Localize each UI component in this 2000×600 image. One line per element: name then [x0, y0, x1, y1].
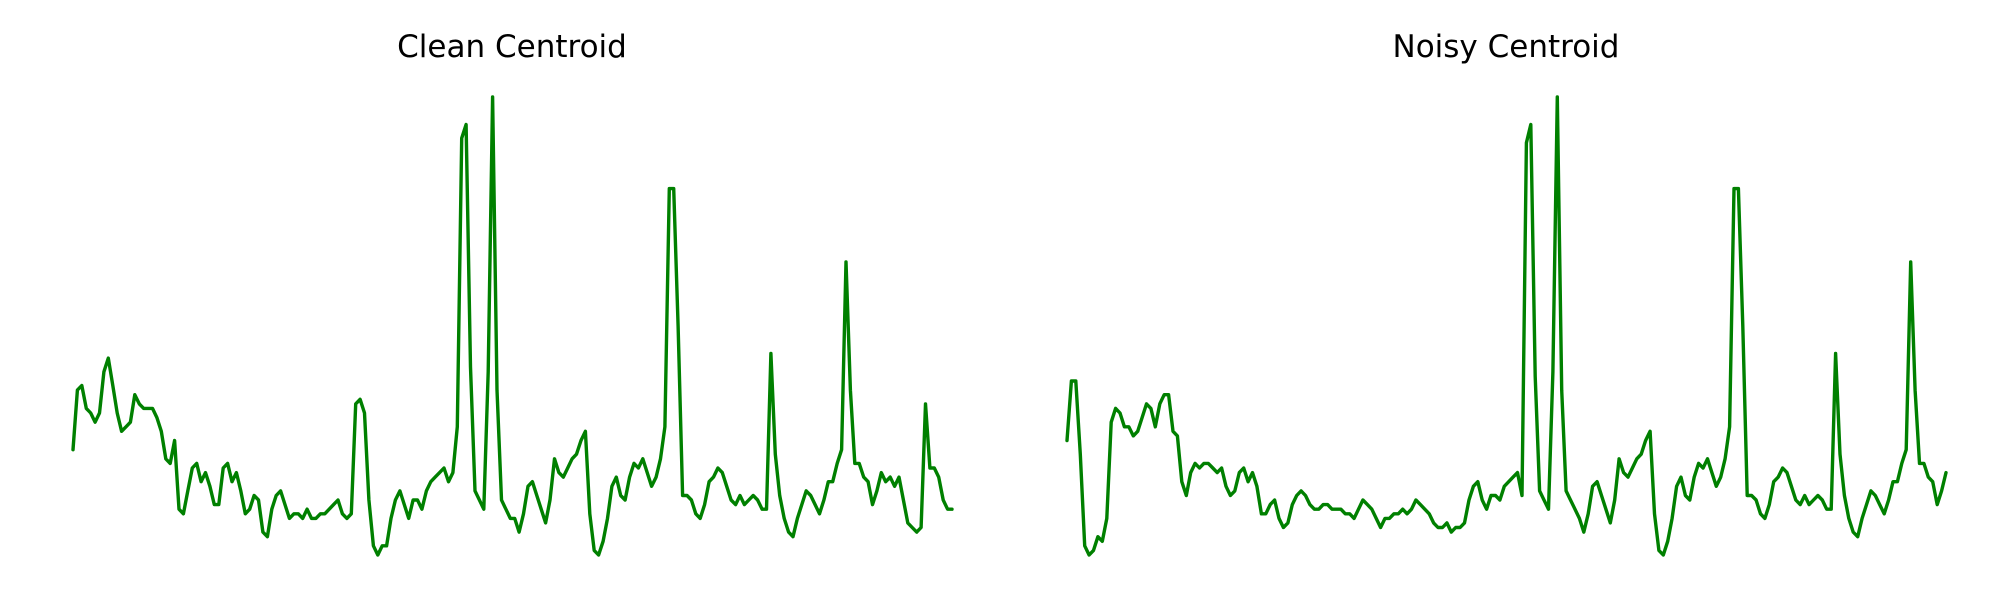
chart-title: Clean Centroid	[397, 29, 627, 65]
chart-panel-noisy: Noisy Centroid	[1065, 29, 1948, 557]
chart-title: Noisy Centroid	[1393, 29, 1620, 65]
series-line	[1065, 95, 1948, 557]
series-line	[71, 95, 954, 557]
chart-panel-clean: Clean Centroid	[71, 29, 954, 557]
